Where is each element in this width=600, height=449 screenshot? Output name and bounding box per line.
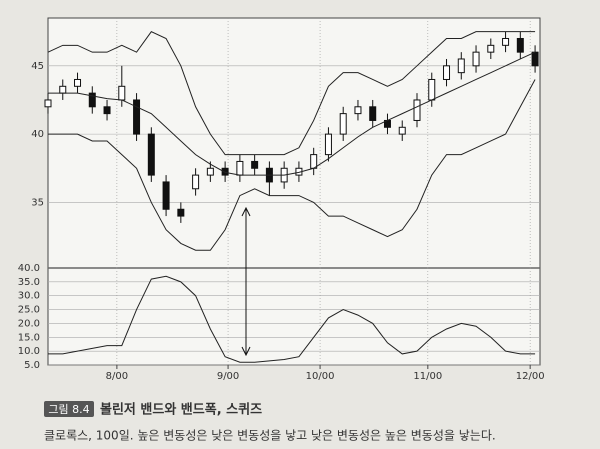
candle-body	[369, 106, 377, 121]
candle-body	[236, 160, 244, 176]
candle-body	[192, 174, 200, 190]
candle-body	[457, 58, 465, 74]
candle-body	[443, 65, 451, 80]
candle-body	[339, 113, 347, 135]
candle-body	[310, 154, 318, 169]
y-tick-label: 20.0	[18, 318, 40, 329]
line-series	[48, 51, 536, 176]
candle-body	[44, 99, 52, 108]
candle-body	[516, 37, 524, 53]
plot: 35 40 45 5.0 10.0 15.0 20.0 25.0 30.0 35.0 40.0 8/0…	[18, 18, 545, 382]
candle-body	[398, 126, 406, 135]
candle-body	[324, 133, 332, 156]
y-tick-label: 40.0	[18, 263, 40, 274]
candle-body	[147, 133, 155, 176]
line-series	[48, 79, 536, 251]
candle-body	[502, 37, 510, 46]
x-tick-label: 12/00	[516, 371, 545, 382]
y-tick-label: 40	[31, 129, 44, 140]
x-tick-label: 8/00	[106, 371, 128, 382]
candle-body	[162, 181, 170, 210]
y-tick-label: 25.0	[18, 305, 40, 316]
line-series	[47, 31, 536, 156]
candle-body	[472, 51, 480, 67]
y-tick-label: 15.0	[18, 332, 40, 343]
y-tick-label: 10.0	[18, 346, 40, 357]
candle-body	[118, 85, 126, 101]
candle-body	[428, 78, 436, 101]
candle-body	[487, 44, 495, 53]
figure-caption: 클로록스, 100일. 높은 변동성은 낮은 변동성을 낳고 낮은 변동성은 높…	[44, 429, 496, 443]
candle-body	[103, 106, 111, 115]
arrow-heads	[241, 206, 251, 357]
candle-body	[177, 208, 185, 217]
y-tick-label: 45	[31, 61, 44, 72]
y-tick-label: 35	[31, 197, 44, 208]
candle-body	[251, 160, 259, 169]
candle-body	[59, 85, 67, 94]
candle-body	[354, 106, 362, 115]
candle-body	[88, 92, 96, 108]
figure-label-box	[44, 401, 94, 417]
plot-frame	[47, 17, 541, 366]
candle-body	[221, 167, 229, 176]
candle-body	[133, 99, 141, 135]
y-tick-label: 30.0	[18, 291, 40, 302]
x-tick-label: 9/00	[217, 371, 239, 382]
y-tick-label: 35.0	[18, 277, 40, 288]
figure-label: 그림 8.4	[48, 403, 89, 416]
figure-title: 볼린저 밴드와 밴드폭, 스퀴즈	[100, 402, 262, 418]
y-tick-label: 5.0	[24, 360, 40, 371]
x-tick-label: 10/00	[306, 371, 335, 382]
candle-body	[531, 51, 539, 67]
x-tick-label: 11/00	[413, 371, 442, 382]
line-series	[48, 275, 536, 363]
candle-body	[74, 78, 82, 87]
candle-body	[413, 99, 421, 121]
candle-body	[206, 167, 214, 176]
